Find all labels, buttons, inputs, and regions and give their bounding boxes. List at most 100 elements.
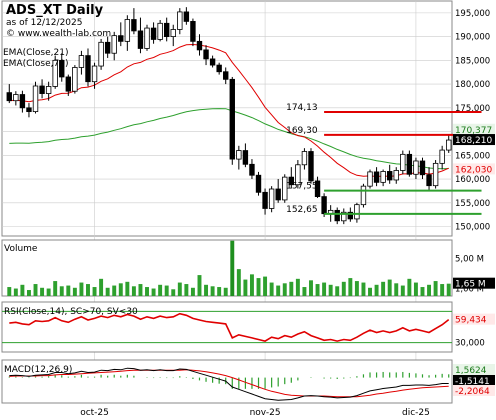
ema-short-last-tag-bg: [453, 163, 495, 175]
volume-bar: [309, 280, 313, 296]
price-tick-label: 185,000: [455, 56, 490, 66]
candle: [314, 180, 321, 197]
level-label: 174,13: [286, 103, 318, 113]
candle: [163, 22, 170, 38]
rsi-last-tag-bg: [453, 313, 495, 325]
candle: [131, 19, 137, 32]
volume-bar: [13, 288, 18, 296]
price-tick-label: 190,000: [455, 33, 490, 43]
volume-bar: [210, 286, 215, 296]
candle: [216, 64, 222, 73]
volume-bar: [361, 282, 366, 296]
volume-bar: [66, 285, 71, 296]
candle: [118, 35, 124, 42]
ema-long-label: EMA(Close,70): [3, 59, 68, 69]
candle: [19, 94, 26, 109]
volume-bar: [190, 287, 195, 296]
macd-signal-last-tag-bg: [453, 385, 495, 396]
price-tick-label: 195,000: [455, 9, 490, 19]
volume-bar: [46, 288, 51, 296]
volume-bar: [20, 284, 25, 296]
price-frame: [1, 0, 453, 237]
price-tick-label: 165,000: [455, 151, 490, 161]
volume-bar: [184, 284, 189, 296]
volume-bar: [446, 283, 451, 296]
rsi-tick-label: 30,000: [455, 339, 485, 349]
candle: [209, 58, 216, 66]
volume-bar: [177, 282, 182, 296]
price-tick-label: 150,000: [455, 223, 490, 233]
candle: [446, 139, 452, 151]
volume-bar: [105, 287, 110, 296]
ema-long-last-tag-bg: [453, 123, 495, 135]
candle: [104, 41, 111, 54]
candle: [236, 150, 242, 160]
volume-bar: [249, 274, 254, 296]
candle: [275, 188, 281, 201]
candle: [85, 55, 91, 83]
candle: [72, 67, 78, 92]
candle: [190, 21, 196, 42]
volume-bar: [368, 287, 372, 296]
candle: [380, 171, 386, 183]
volume-bar: [348, 278, 353, 296]
candle: [26, 107, 32, 113]
volume-bar: [427, 284, 432, 296]
volume-bar: [263, 276, 268, 296]
level-label: 157,55: [286, 182, 318, 192]
volume-bar: [151, 288, 156, 296]
candle: [65, 76, 72, 92]
candle: [426, 174, 432, 187]
volume-bar: [387, 279, 392, 296]
candle: [367, 171, 373, 187]
ema-long-line: [9, 108, 449, 170]
macd-signal-line: [9, 369, 449, 398]
volume-bar: [341, 281, 346, 296]
candle: [124, 19, 131, 42]
volume-label: Volume: [4, 244, 38, 254]
x-axis: oct-25 nov-25 dic-25: [80, 408, 430, 418]
candle: [144, 27, 150, 49]
volume-bar: [381, 281, 386, 296]
volume-bar: [256, 278, 261, 296]
candle: [6, 92, 12, 102]
volume-last-tag: 1,65 M: [455, 280, 486, 290]
candle: [229, 78, 235, 160]
candle: [262, 191, 268, 209]
candle: [354, 204, 360, 220]
candle: [400, 153, 406, 171]
volume-bar: [223, 287, 228, 296]
x-tick-label: nov-25: [250, 408, 281, 418]
volume-bar: [243, 279, 248, 296]
candle: [406, 153, 413, 175]
rsi-label: RSI(Close,14), SC>70, SV<30: [4, 307, 138, 317]
candle: [321, 196, 327, 215]
volume-pane: 5,00 M 1,00 M1,65 M: [1, 239, 495, 297]
candle: [393, 170, 399, 181]
price-pane: 195,000190,000185,000180,000175,000170,0…: [1, 0, 495, 403]
ema-long-last-tag: 170,377: [455, 126, 492, 136]
candle: [32, 85, 39, 113]
candle: [45, 86, 52, 94]
price-tick-label: 155,000: [455, 199, 490, 209]
volume-bar: [315, 284, 320, 296]
volume-bar: [171, 289, 176, 296]
ema-short-label: EMA(Close,21): [3, 48, 68, 58]
volume-bar: [433, 281, 438, 296]
price-tick-label: 175,000: [455, 104, 490, 114]
macd-pane: 1,5624-1,5141-2,2064: [1, 359, 495, 404]
x-tick-label: oct-25: [80, 408, 109, 418]
volume-bar: [33, 284, 38, 296]
volume-bar: [125, 281, 130, 296]
volume-bar: [26, 290, 31, 296]
volume-bar: [230, 240, 235, 296]
volume-bar: [7, 287, 12, 296]
volume-bar: [112, 285, 117, 296]
price-tick-label: 180,000: [455, 80, 490, 90]
candle: [432, 162, 439, 187]
volume-bar: [413, 282, 418, 296]
candle: [419, 160, 426, 176]
volume-bar: [204, 284, 209, 296]
volume-bar: [59, 286, 64, 296]
candle: [301, 151, 308, 166]
